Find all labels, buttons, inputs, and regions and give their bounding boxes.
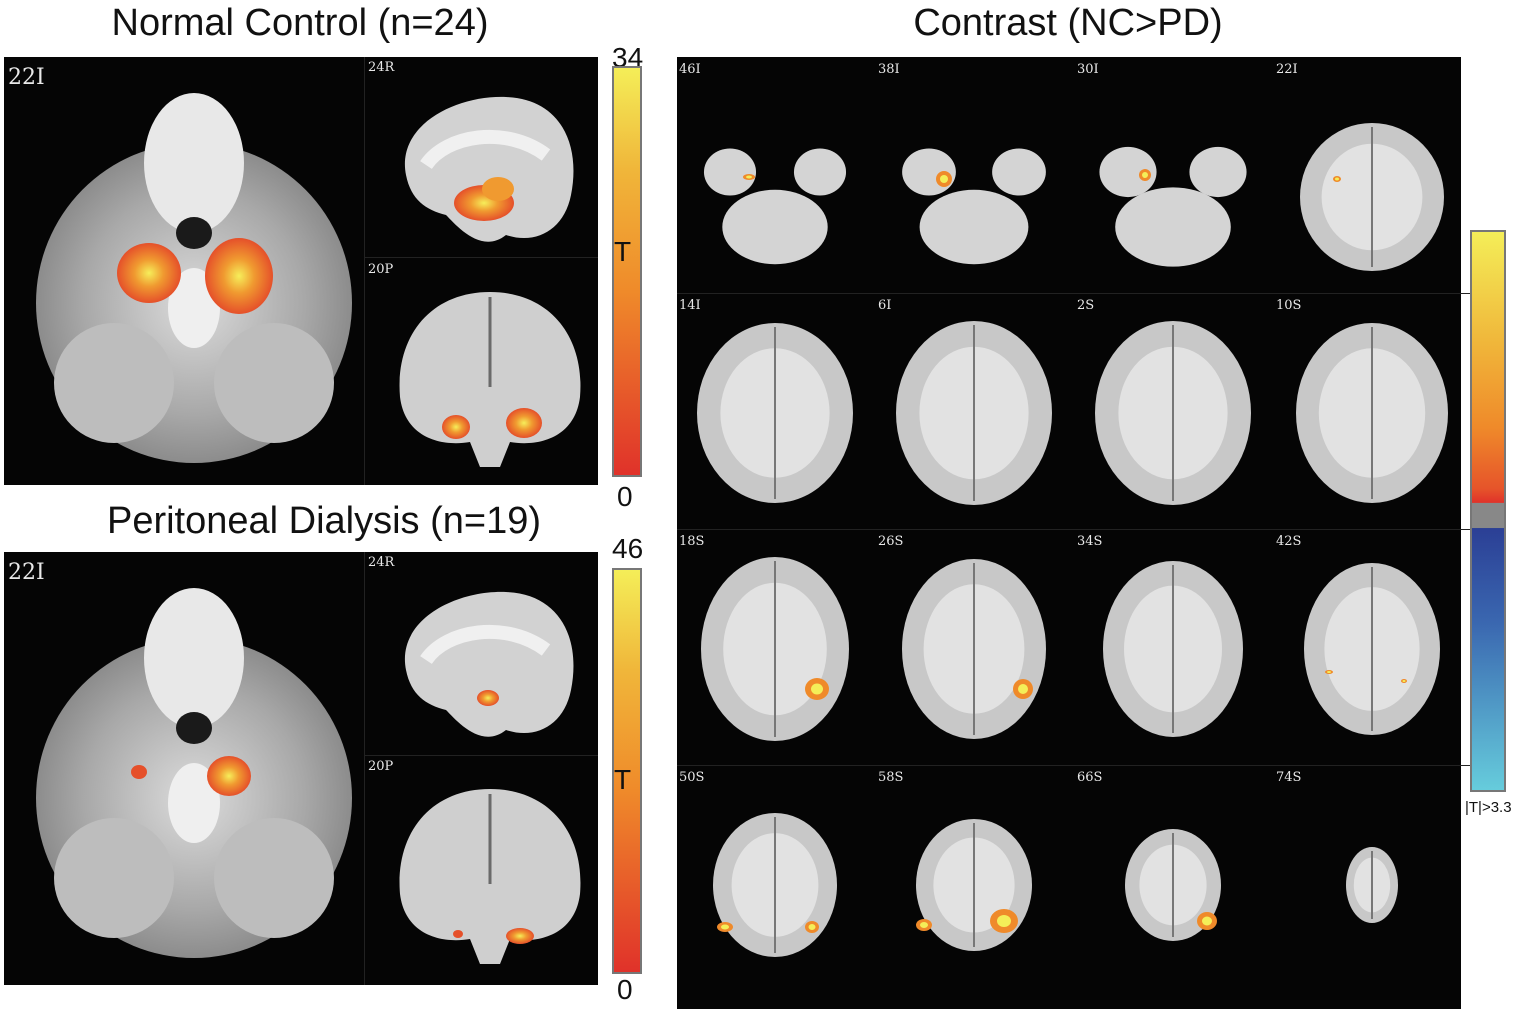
nc-coronal-brain — [399, 292, 581, 467]
pd-colorbar — [612, 568, 642, 974]
contrast-slice-brain — [1296, 323, 1448, 503]
contrast-slice-label: 66S — [1077, 770, 1103, 785]
pd-sagittal-label: 24R — [368, 555, 395, 570]
pd-colorbar-min: 0 — [617, 974, 633, 1005]
contrast-slice-brain — [1125, 829, 1221, 941]
pd-colorbar-axis-label: T — [614, 764, 632, 795]
nc-sagittal-brain — [404, 96, 574, 242]
contrast-slice: 2S — [1075, 293, 1274, 529]
nc-colorbar-axis-label: T — [614, 236, 632, 267]
contrast-slice-brain — [701, 557, 849, 741]
contrast-slice-label: 46I — [679, 62, 701, 77]
contrast-slice-brain — [916, 819, 1032, 951]
contrast-slice: 74S — [1274, 765, 1473, 1001]
contrast-slice-label: 26S — [878, 534, 904, 549]
contrast-slice-grid: 46I 38I 30I 22I 14I 6I 2S 10S 18S 26S 34S 42S 50S 58S… — [677, 57, 1473, 1001]
nc-image-panel: 22I 24R 20P — [4, 57, 598, 485]
contrast-slice-label: 22I — [1276, 62, 1298, 77]
contrast-slice: 6I — [876, 293, 1075, 529]
contrast-slice-brain — [1095, 321, 1251, 505]
contrast-slice-label: 34S — [1077, 534, 1103, 549]
contrast-slice: 42S — [1274, 529, 1473, 765]
pd-colorbar-max: 46 — [612, 533, 644, 564]
nc-title: Normal Control (n=24) — [111, 2, 489, 44]
contrast-slice-brain — [1099, 146, 1247, 267]
contrast-slice-brain — [697, 323, 853, 503]
contrast-slice-label: 30I — [1077, 62, 1099, 77]
contrast-slice: 58S — [876, 765, 1075, 1001]
contrast-slice: 18S — [677, 529, 876, 765]
contrast-slice: 34S — [1075, 529, 1274, 765]
contrast-slice-label: 2S — [1077, 298, 1095, 313]
contrast-slice: 26S — [876, 529, 1075, 765]
contrast-slice: 38I — [876, 57, 1075, 293]
contrast-slice: 30I — [1075, 57, 1274, 293]
contrast-slice: 10S — [1274, 293, 1473, 529]
contrast-image-panel: 46I 38I 30I 22I 14I 6I 2S 10S 18S 26S 34S 42S 50S 58S… — [677, 57, 1473, 1009]
pd-title: Peritoneal Dialysis (n=19) — [106, 500, 542, 542]
nc-axial-brain — [36, 93, 352, 463]
contrast-slice: 14I — [677, 293, 876, 529]
contrast-colorbar-label: |T|>3.3 — [1465, 799, 1512, 816]
contrast-slice-label: 6I — [878, 298, 892, 313]
contrast-slice-brain — [1346, 847, 1398, 923]
contrast-slice-brain — [713, 813, 837, 957]
nc-sagittal-label: 24R — [368, 60, 395, 75]
contrast-colorbar — [1470, 230, 1506, 792]
pd-coronal-label: 20P — [368, 759, 394, 774]
pd-coronal-brain — [399, 789, 581, 964]
contrast-slice-label: 18S — [679, 534, 705, 549]
contrast-slice-brain — [896, 321, 1052, 505]
nc-colorbar — [612, 66, 642, 477]
contrast-slice-brain — [703, 148, 847, 265]
contrast-slice: 46I — [677, 57, 876, 293]
contrast-slice-brain — [1300, 123, 1444, 271]
contrast-slice: 22I — [1274, 57, 1473, 293]
contrast-slice-label: 58S — [878, 770, 904, 785]
contrast-slice-brain — [1304, 563, 1440, 735]
contrast-slice: 50S — [677, 765, 876, 1001]
contrast-slice-brain — [1103, 561, 1243, 737]
contrast-slice-label: 74S — [1276, 770, 1302, 785]
pd-sagittal-brain — [404, 591, 574, 737]
pd-axial-label: 22I — [8, 560, 45, 585]
contrast-slice-brain — [902, 559, 1046, 739]
nc-coronal-label: 20P — [368, 262, 394, 277]
nc-axial-label: 22I — [8, 65, 45, 90]
contrast-slice-brain — [902, 148, 1046, 265]
contrast-slice-label: 14I — [679, 298, 701, 313]
contrast-slice-label: 42S — [1276, 534, 1302, 549]
pd-axial-brain — [36, 588, 352, 958]
nc-colorbar-min: 0 — [617, 481, 633, 512]
pd-image-panel: 22I 24R 20P — [4, 552, 598, 985]
contrast-slice-label: 10S — [1276, 298, 1302, 313]
contrast-slice-label: 50S — [679, 770, 705, 785]
contrast-slice: 66S — [1075, 765, 1274, 1001]
contrast-title: Contrast (NC>PD) — [913, 2, 1223, 44]
contrast-slice-label: 38I — [878, 62, 900, 77]
